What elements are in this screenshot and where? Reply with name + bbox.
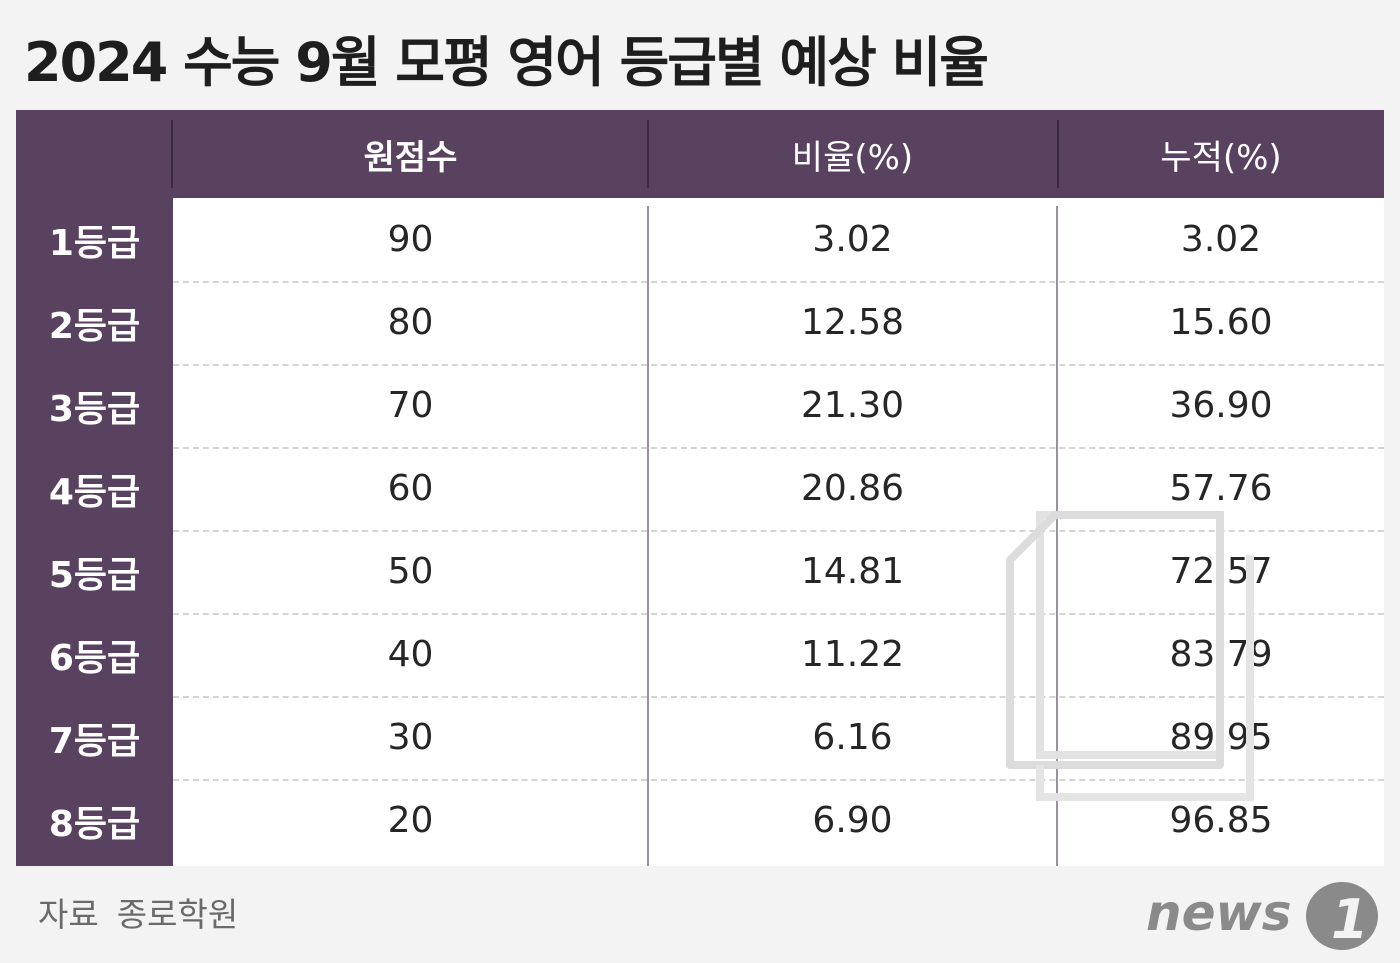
row-separator: [173, 779, 1384, 781]
row-label-grade: 5등급: [48, 554, 141, 596]
cell-raw-score: 60: [387, 468, 434, 509]
page-title: 2024 수능 9월 모평 영어 등급별 예상 비율: [24, 31, 989, 94]
column-header-ratio: 비율(%): [791, 137, 914, 178]
row-separator: [173, 696, 1384, 698]
cell-raw-score: 90: [387, 219, 434, 260]
row-label-grade: 6등급: [48, 637, 141, 679]
row-separator: [173, 613, 1384, 615]
cell-raw-score: 40: [387, 634, 434, 675]
row-label-grade: 7등급: [48, 720, 141, 762]
column-header-raw-score: 원점수: [363, 137, 458, 178]
table-row: 4등급 60 20.86 57.76: [16, 447, 1384, 530]
cell-raw-score: 20: [387, 800, 434, 841]
table-header-row: 원점수 비율(%) 누적(%): [16, 110, 1384, 198]
table-row: 2등급 80 12.58 15.60: [16, 281, 1384, 364]
row-label-grade: 3등급: [48, 388, 141, 430]
cell-ratio: 21.30: [800, 385, 905, 426]
cell-ratio: 3.02: [812, 219, 893, 260]
table-row: 6등급 40 11.22 83.79: [16, 613, 1384, 696]
row-label-grade: 2등급: [48, 305, 141, 347]
cell-cumulative: 83.79: [1169, 634, 1273, 675]
cell-ratio: 6.90: [812, 800, 893, 841]
cell-raw-score: 70: [387, 385, 434, 426]
cell-ratio: 12.58: [800, 302, 905, 343]
table-row: 3등급 70 21.30 36.90: [16, 364, 1384, 447]
cell-cumulative: 15.60: [1169, 302, 1273, 343]
table-row: 8등급 20 6.90 96.85: [16, 779, 1384, 862]
cell-ratio: 14.81: [800, 551, 905, 592]
row-label-grade: 8등급: [48, 803, 141, 845]
cell-ratio: 11.22: [800, 634, 905, 675]
cell-cumulative: 96.85: [1169, 800, 1273, 841]
grade-table: 원점수 비율(%) 누적(%) 1등급 90 3.02 3.02 2등급 80 12.58 1…: [16, 110, 1384, 866]
cell-cumulative: 57.76: [1169, 468, 1273, 509]
row-separator: [173, 530, 1384, 532]
cell-cumulative: 36.90: [1169, 385, 1273, 426]
logo-mark: 1: [1331, 888, 1369, 951]
cell-raw-score: 30: [387, 717, 434, 758]
cell-raw-score: 50: [387, 551, 434, 592]
table-row: 5등급 50 14.81 72.57: [16, 530, 1384, 613]
source-label: 자료: [38, 895, 99, 934]
table-row: 1등급 90 3.02 3.02: [16, 198, 1384, 281]
source-credit: 자료 종로학원: [38, 888, 238, 936]
cell-cumulative: 89.95: [1169, 717, 1273, 758]
logo-circle-icon: [1306, 882, 1378, 950]
cell-raw-score: 80: [387, 302, 434, 343]
cell-ratio: 6.16: [812, 717, 893, 758]
row-label-grade: 1등급: [48, 222, 141, 264]
cell-cumulative: 3.02: [1180, 219, 1262, 260]
news1-logo: news 1: [1146, 882, 1378, 951]
table-row: 7등급 30 6.16 89.95: [16, 696, 1384, 779]
cell-ratio: 20.86: [800, 468, 905, 509]
column-header-cumulative: 누적(%): [1160, 137, 1282, 178]
row-separator: [173, 447, 1384, 449]
column-divider: [647, 206, 649, 866]
row-label-grade: 4등급: [48, 471, 141, 513]
cell-cumulative: 72.57: [1169, 551, 1273, 592]
row-separator: [173, 364, 1384, 366]
source-value: 종로학원: [116, 895, 239, 934]
logo-text: news: [1146, 884, 1291, 942]
row-separator: [173, 281, 1384, 283]
